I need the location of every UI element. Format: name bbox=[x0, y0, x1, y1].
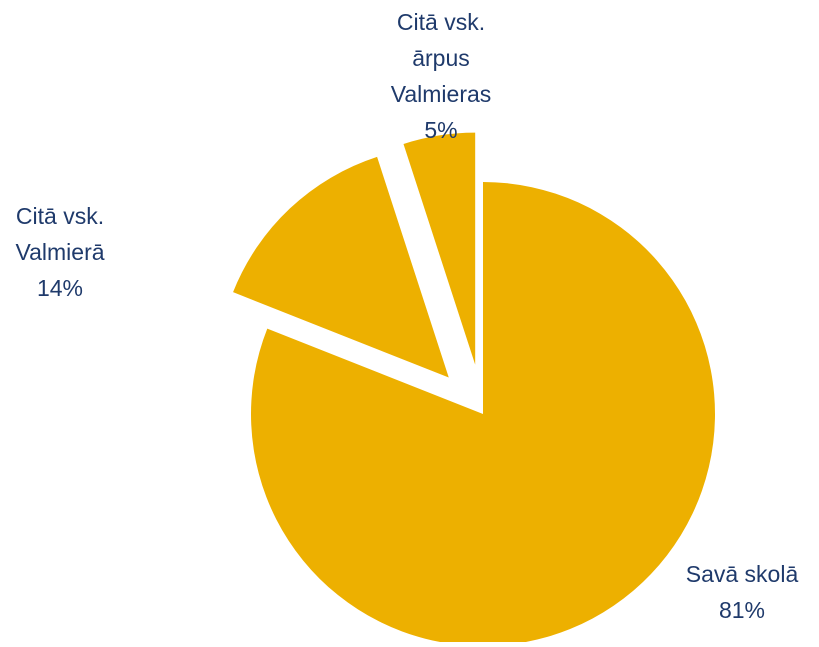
pie-slice-sava-skola bbox=[251, 182, 716, 646]
pie-slice-cita-vsk-valmiera bbox=[233, 156, 449, 378]
data-label-sava-skola: Savā skolā 81% bbox=[686, 561, 799, 623]
data-label-line: 81% bbox=[719, 597, 765, 623]
data-label-cita-vsk-valmiera: Citā vsk. Valmierā 14% bbox=[15, 203, 104, 301]
pie-labels: Savā skolā 81%Citā vsk. Valmierā 14%Citā vs… bbox=[15, 9, 798, 623]
data-label-line: Valmieras bbox=[391, 81, 492, 107]
data-label-line: Savā skolā bbox=[686, 561, 799, 587]
pie-slice-cita-vsk-arpus-valmieras bbox=[403, 132, 476, 365]
pie-slices bbox=[233, 132, 716, 646]
data-label-line: ārpus bbox=[412, 45, 470, 71]
data-label-line: Citā vsk. bbox=[16, 203, 104, 229]
data-label-line: Citā vsk. bbox=[397, 9, 485, 35]
data-label-cita-vsk-arpus-valmieras: Citā vsk. ārpus Valmieras 5% bbox=[391, 9, 492, 143]
data-label-line: Valmierā bbox=[15, 239, 104, 265]
data-label-line: 5% bbox=[424, 117, 457, 143]
data-label-line: 14% bbox=[37, 275, 83, 301]
